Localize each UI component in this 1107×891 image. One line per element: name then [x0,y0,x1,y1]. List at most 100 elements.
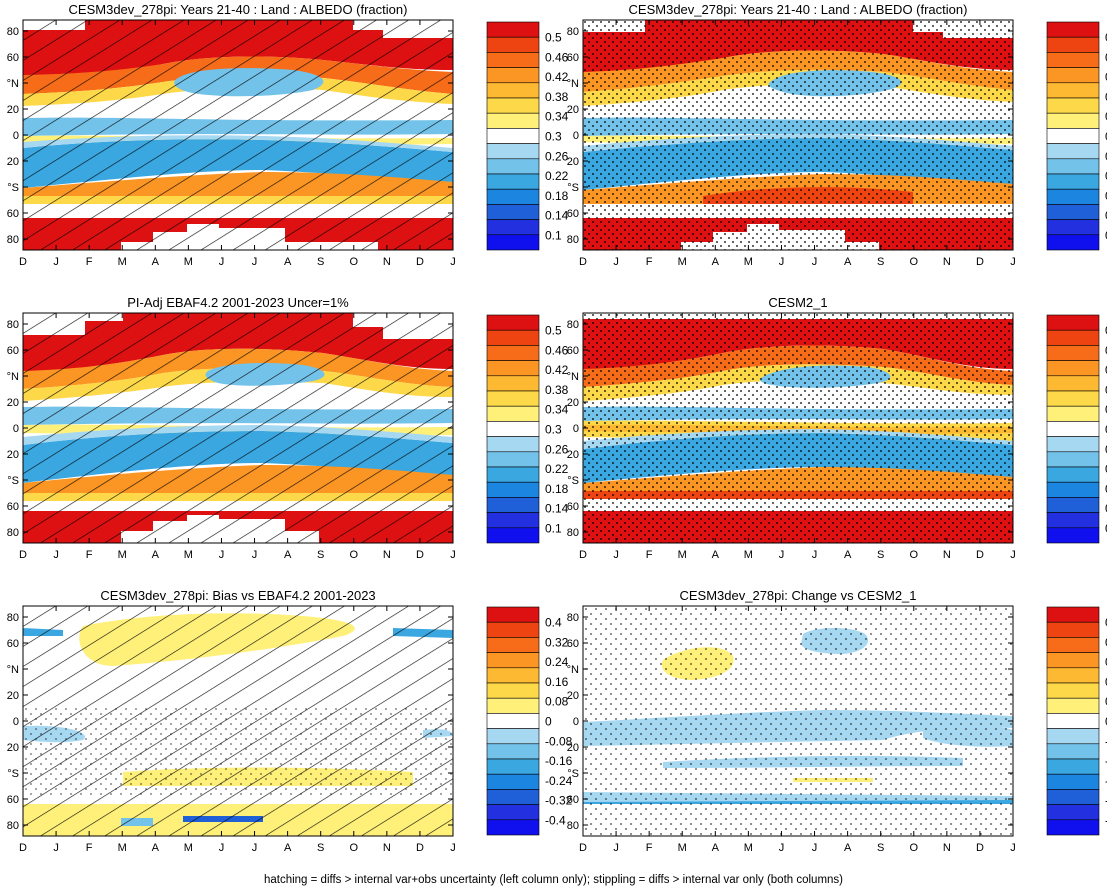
colorbar-label: 0.22 [1105,169,1107,183]
x-tick-label: A [284,842,292,854]
x-tick-label: N [383,842,391,854]
colorbar-swatch [486,728,540,745]
colorbar-swatch [486,390,540,407]
panel-title: CESM3dev_278pi: Years 21-40 : Land : ALB… [69,2,408,17]
x-tick-label: J [53,256,59,268]
colorbar-swatch [1046,512,1100,529]
panel-1: CESM3dev_278pi: Years 21-40 : Land : ALB… [22,2,454,251]
y-tick-label: °N [567,371,579,383]
x-tick-label: J [1010,256,1016,268]
panel-6: CESM3dev_278pi: Change vs CESM2_1 [582,588,1014,837]
colorbar-label: 0.46 [1105,50,1107,64]
colorbar-label: 0.32 [545,635,569,649]
x-tick-label: M [118,549,127,561]
colorbar-swatch [1046,97,1100,114]
colorbar-swatch [1046,82,1100,99]
colorbar-3: 0.5 0.46 0.42 0.38 0.34 0.3 0.26 0.22 0.18 0.14 0.… [486,314,569,544]
x-tick-label: D [19,549,27,561]
colorbar-label: 0.34 [1105,110,1107,124]
colorbar-swatch [1046,314,1100,331]
colorbar-label: 0.34 [545,110,569,124]
colorbar-swatch [486,606,540,623]
y-tick-label: 60 [567,208,579,220]
colorbar-swatch [1046,375,1100,392]
panel-axes-6: D J F M A M J J A S O N D J 80 60 °N 20 0 20 °S 60 80 [567,606,1016,854]
colorbar-swatch [486,143,540,160]
colorbar-label: -0.16 [1105,754,1107,768]
y-tick-label: 80 [567,26,579,38]
stippling [583,20,1013,250]
y-tick-label: 60 [567,638,579,650]
colorbar-label: -0.32 [1105,794,1107,808]
y-tick-label: °N [7,664,19,676]
colorbar-swatch [486,375,540,392]
colorbar-swatch [486,219,540,236]
y-tick-label: °S [7,475,19,487]
y-tick-label: 60 [7,208,19,220]
colorbar-swatch [1046,804,1100,821]
y-tick-label: 80 [567,820,579,832]
colorbar-6: 0.4 0.32 0.24 0.16 0.08 0 -0.08 -0.16 -0.24 -0.32… [1046,606,1107,836]
colorbar-label: 0.1 [1105,228,1107,242]
colorbar-swatch [486,713,540,729]
colorbar-label: 0.38 [545,383,569,397]
x-tick-label: O [909,256,918,268]
x-tick-label: J [779,256,785,268]
x-tick-label: S [877,256,884,268]
colorbar-swatch [1046,773,1100,790]
x-tick-label: S [317,842,324,854]
colorbar-swatch [486,682,540,699]
colorbar-swatch [486,789,540,805]
colorbar-label: 0.38 [545,90,569,104]
y-tick-label: 20 [567,449,579,461]
colorbar-swatch [486,421,540,437]
y-tick-label: 60 [7,501,19,513]
colorbar-swatch [1046,52,1100,68]
y-tick-label: 0 [13,716,19,728]
colorbar-5: 0.4 0.32 0.24 0.16 0.08 0 -0.08 -0.16 -0.24 -0.32… [486,606,573,836]
colorbar-label: 0.24 [545,655,569,669]
colorbar-label: 0.3 [1105,423,1107,437]
colorbar-label: 0.14 [545,209,569,223]
colorbar-label: 0.24 [1105,655,1107,669]
colorbar-label: 0.5 [1105,31,1107,45]
colorbar-swatch [1046,112,1100,129]
colorbar-label: -0.4 [1105,813,1107,827]
panel-3: PI-Adj EBAF4.2 2001-2023 Uncer=1% [22,295,454,544]
x-tick-label: J [812,549,818,561]
x-tick-label: J [1010,842,1016,854]
y-tick-label: 60 [567,794,579,806]
colorbar-label: -0.08 [1105,734,1107,748]
y-tick-label: 80 [7,234,19,246]
x-tick-label: A [712,256,720,268]
colorbar-label: 0.26 [545,442,569,456]
colorbar-swatch [486,21,540,38]
y-tick-label: °S [567,768,579,780]
hatching [23,313,453,543]
y-tick-label: 20 [7,690,19,702]
colorbar-swatch [1046,421,1100,437]
colorbar-label: 0.38 [1105,90,1107,104]
y-tick-label: 60 [567,501,579,513]
colorbar-label: 0.26 [1105,149,1107,163]
y-tick-label: °N [567,78,579,90]
x-tick-label: J [219,256,225,268]
colorbar-swatch [1046,128,1100,144]
colorbar-label: 0.4 [1105,616,1107,630]
colorbar-swatch [486,436,540,453]
x-tick-label: A [712,842,720,854]
x-tick-label: N [383,256,391,268]
colorbar-label: 0.5 [545,324,562,338]
x-tick-label: O [349,256,358,268]
colorbar-label: -0.4 [545,813,566,827]
y-tick-label: 60 [7,638,19,650]
x-tick-label: J [812,256,818,268]
x-tick-label: F [86,842,93,854]
colorbar-label: 0.42 [545,363,569,377]
colorbar-label: 0.3 [545,130,562,144]
y-tick-label: 80 [567,319,579,331]
colorbar-swatch [486,204,540,220]
y-tick-label: 80 [7,26,19,38]
colorbar-swatch [1046,606,1100,623]
